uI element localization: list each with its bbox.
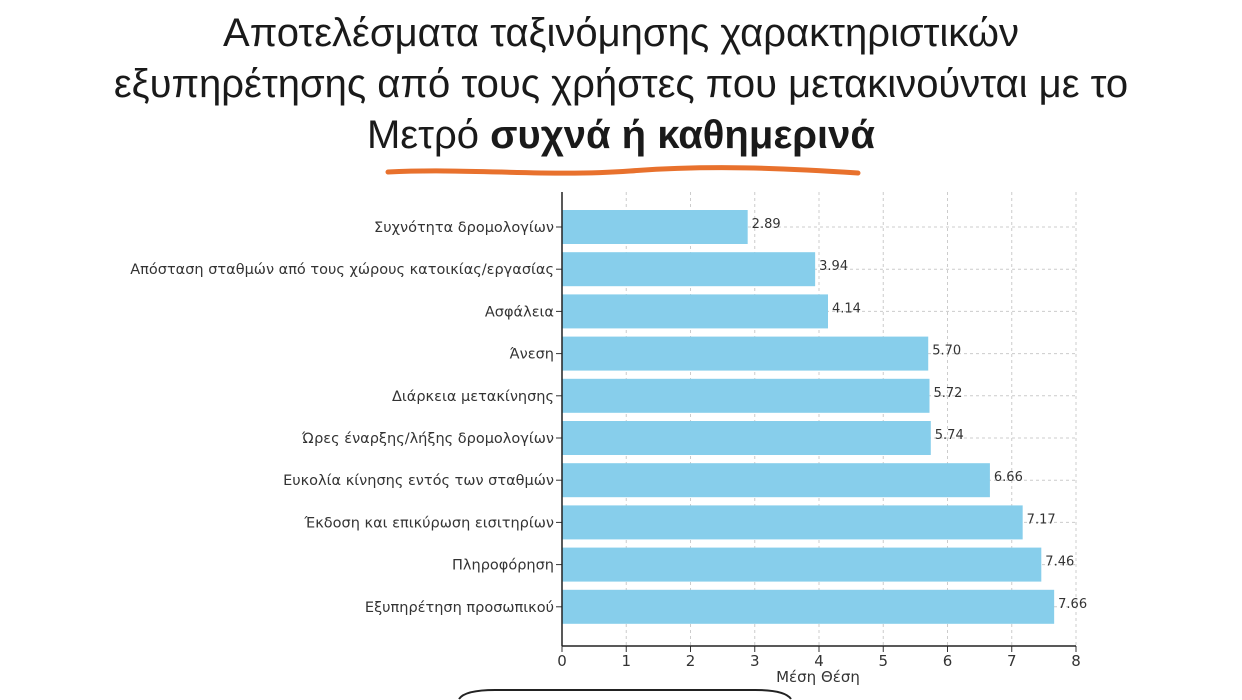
bar (562, 336, 929, 371)
category-label: Συχνότητα δρομολογίων (374, 220, 554, 236)
bar (562, 252, 816, 287)
data-label: 2.89 (752, 217, 781, 232)
title-line-3: Μετρό συχνά ή καθημερινά (0, 110, 1242, 161)
category-label: Ευκολία κίνησης εντός των σταθμών (283, 473, 554, 489)
bar (562, 463, 990, 498)
data-label: 5.70 (932, 344, 961, 359)
data-label: 3.94 (819, 259, 848, 274)
data-label: 4.14 (832, 301, 861, 316)
bar (562, 505, 1023, 540)
x-tick-label: 4 (814, 652, 824, 670)
labels: 0 1 2 3 4 5 6 7 8 Συχνότητα δρομολογίων 2.89 Απόστα… (130, 217, 1087, 670)
data-label: 7.66 (1058, 597, 1087, 612)
bar (562, 378, 930, 413)
title-plain-part: Μετρό (366, 113, 479, 157)
title-line-1: Αποτελέσματα ταξινόμησης χαρακτηριστικών (223, 11, 1019, 55)
bar (562, 210, 748, 244)
bottom-decoration (458, 689, 792, 700)
x-tick-label: 2 (686, 652, 696, 670)
category-label: Απόσταση σταθμών από τους χώρους κατοικί… (130, 262, 554, 278)
category-label: Διάρκεια μετακίνησης (392, 389, 554, 405)
title-underline-decoration (385, 165, 861, 176)
bar (562, 421, 931, 455)
x-axis-label: Μέση Θέση (776, 668, 860, 686)
x-tick-label: 1 (621, 652, 631, 670)
data-label: 7.17 (1027, 512, 1056, 527)
title-line-2: εξυπηρέτησης από τους χρήστες που μετακι… (113, 62, 1129, 106)
data-label: 5.72 (934, 386, 963, 401)
bars (562, 210, 1055, 624)
title-bold-part: συχνά ή καθημερινά (490, 113, 876, 157)
data-label: 5.74 (935, 428, 964, 443)
category-label: Έκδοση και επικύρωση εισιτηρίων (303, 515, 554, 531)
x-tick-label: 0 (557, 652, 567, 670)
x-tick-label: 8 (1071, 652, 1081, 670)
data-label: 6.66 (994, 470, 1023, 485)
x-tick-label: 7 (1007, 652, 1017, 670)
x-tick-label: 5 (878, 652, 888, 670)
category-label: Πληροφόρηση (452, 558, 554, 574)
axes (556, 192, 1077, 652)
x-tick-label: 6 (943, 652, 953, 670)
bar (562, 547, 1042, 582)
bar (562, 589, 1055, 624)
bar (562, 294, 828, 329)
x-tick-label: 3 (750, 652, 760, 670)
chart-title: Αποτελέσματα ταξινόμησης χαρακτηριστικών… (0, 8, 1242, 161)
data-label: 7.46 (1045, 555, 1074, 570)
category-label: Ασφάλεια (485, 304, 554, 320)
category-label: Άνεση (510, 347, 554, 363)
category-label: Εξυπηρέτηση προσωπικού (365, 600, 554, 616)
category-label: Ώρες έναρξης/λήξης δρομολογίων (301, 431, 554, 447)
